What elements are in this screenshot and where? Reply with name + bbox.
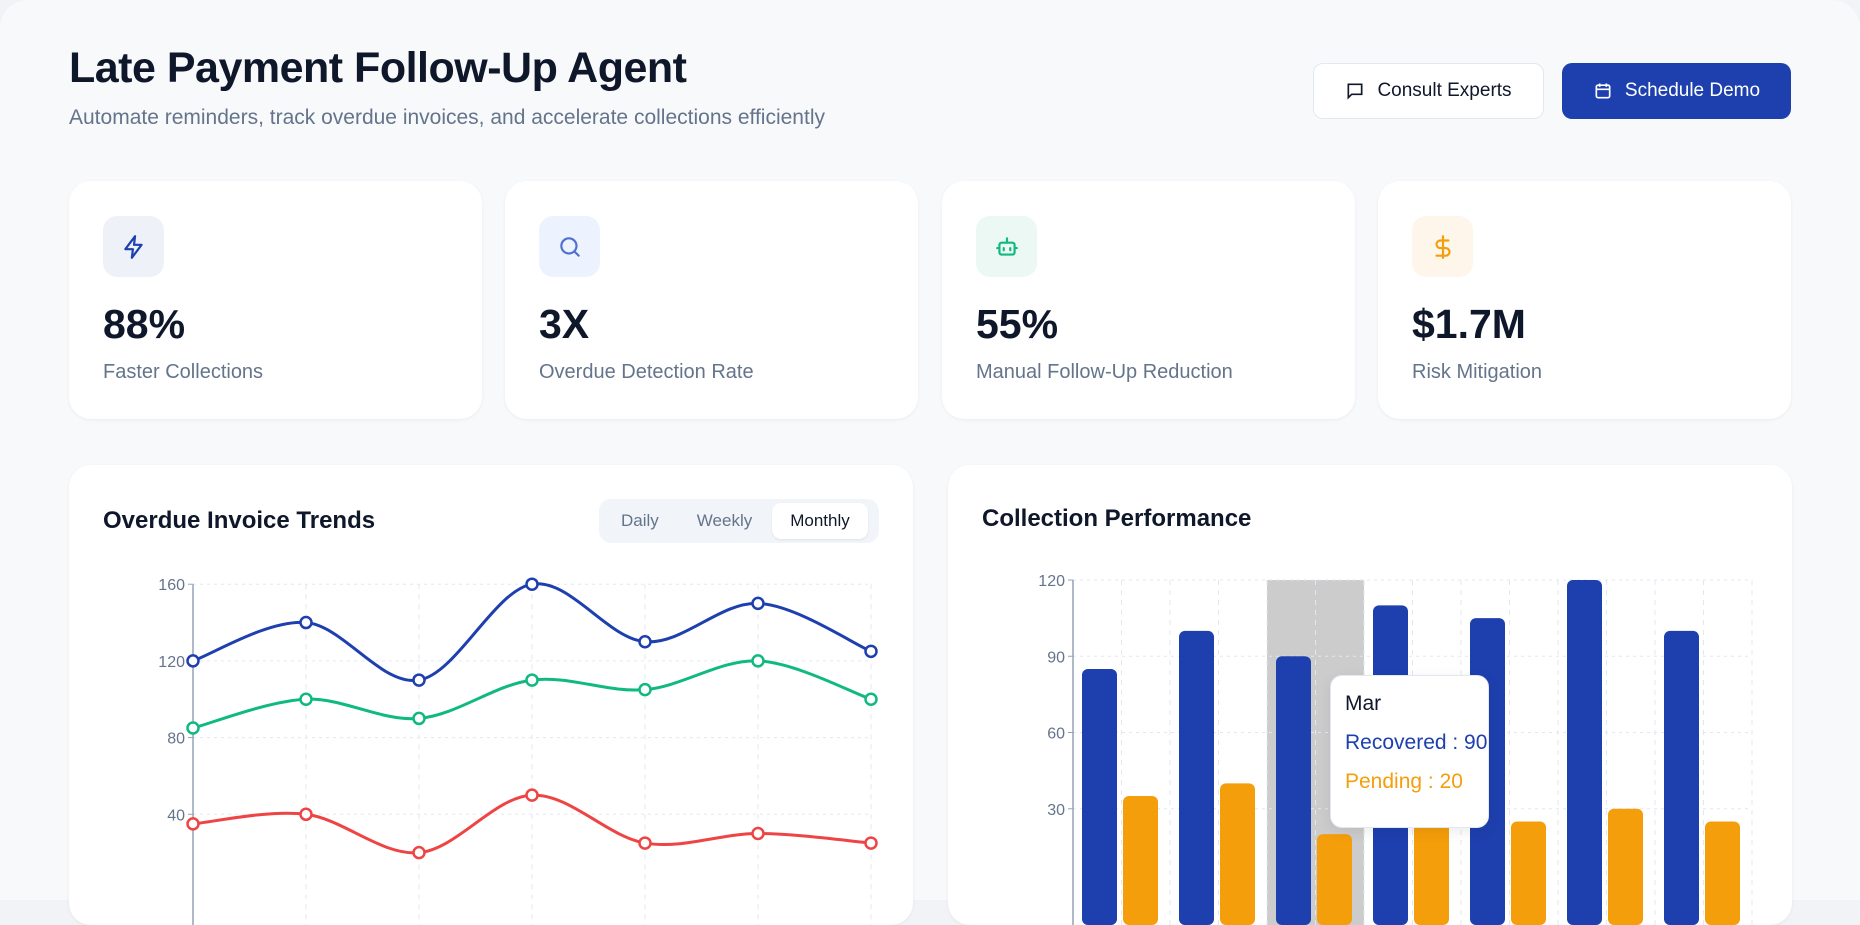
data-point [186, 817, 200, 831]
bar-pending [1608, 808, 1643, 925]
trends-title: Overdue Invoice Trends [103, 507, 376, 534]
performance-title: Collection Performance [982, 505, 1252, 532]
data-point [864, 836, 878, 850]
y-tick-label: 120 [158, 654, 185, 671]
data-point [525, 673, 539, 687]
trends-line-chart: 40 80 120 160 [158, 577, 878, 925]
chart-tooltip: Mar Recovered : 90 Pending : 20 [1330, 675, 1489, 828]
bar-recovered [1567, 580, 1602, 925]
tab-weekly[interactable]: Weekly [696, 511, 753, 530]
stat-icon-box [103, 216, 164, 277]
tooltip-pending: Pending : 20 [1345, 770, 1463, 793]
consult-label: Consult Experts [1377, 80, 1512, 101]
data-point [412, 845, 426, 860]
y-tick-label: 40 [167, 807, 185, 824]
stat-card: $1.7M Risk Mitigation [1378, 181, 1791, 419]
bar-recovered [1664, 630, 1699, 925]
y-tick-label: 120 [1038, 573, 1065, 590]
bar-pending [1511, 821, 1546, 925]
bar-recovered [1082, 668, 1117, 925]
stat-card: 3X Overdue Detection Rate [505, 181, 918, 419]
calendar-icon [1595, 83, 1611, 99]
robot-icon [995, 236, 1018, 256]
data-point [864, 692, 878, 706]
tab-monthly[interactable]: Monthly [772, 503, 868, 539]
data-point [638, 634, 652, 649]
stat-card: 55% Manual Follow-Up Reduction [942, 181, 1355, 419]
search-icon [559, 236, 580, 257]
stat-label: Faster Collections [103, 361, 264, 383]
stat-value: 88% [103, 301, 186, 347]
bar-pending [1705, 821, 1740, 925]
stat-value: $1.7M [1412, 301, 1526, 347]
data-point [299, 615, 313, 630]
bar-recovered [1179, 630, 1214, 925]
stat-label: Risk Mitigation [1412, 361, 1543, 383]
dollar-icon [1434, 234, 1451, 259]
trends-card: Overdue Invoice Trends Daily Weekly Mont… [69, 465, 913, 925]
data-point [751, 826, 765, 841]
data-point [186, 721, 200, 735]
data-point [299, 807, 313, 822]
data-point [638, 682, 652, 697]
bar-pending [1220, 783, 1255, 925]
stat-label: Overdue Detection Rate [539, 361, 754, 383]
stat-label: Manual Follow-Up Reduction [976, 361, 1233, 383]
data-point [525, 788, 539, 802]
bar-recovered [1276, 656, 1311, 925]
stat-value: 55% [976, 301, 1059, 347]
bar-pending [1123, 796, 1158, 925]
bar-pending [1414, 821, 1449, 925]
y-tick-label: 80 [167, 731, 185, 748]
series-line [192, 793, 872, 855]
tooltip-recovered: Recovered : 90 [1345, 731, 1488, 754]
data-point [751, 596, 765, 611]
data-point [525, 577, 539, 591]
message-icon [1347, 83, 1363, 100]
consult-experts-button[interactable]: Consult Experts [1313, 63, 1544, 119]
tab-daily[interactable]: Daily [621, 511, 659, 530]
y-tick-label: 30 [1047, 802, 1065, 819]
data-point [186, 654, 200, 668]
y-tick-label: 160 [158, 577, 185, 594]
data-point [751, 654, 765, 668]
y-tick-label: 90 [1047, 649, 1065, 666]
tooltip-label: Mar [1345, 692, 1382, 715]
stat-icon-box [976, 216, 1037, 277]
data-point [299, 692, 313, 706]
data-point [864, 644, 878, 659]
page-title: Late Payment Follow-Up Agent [69, 44, 687, 92]
data-point [412, 711, 426, 726]
stat-card: 88% Faster Collections [69, 181, 482, 419]
schedule-demo-button[interactable]: Schedule Demo [1562, 63, 1791, 119]
page-subtitle: Automate reminders, track overdue invoic… [69, 106, 825, 129]
performance-card: Collection Performance 30 60 90 120 Mar Rec… [948, 465, 1792, 925]
stat-icon-box [1412, 216, 1473, 277]
data-point [412, 673, 426, 687]
stat-icon-box [539, 216, 600, 277]
bar-pending [1317, 834, 1352, 925]
y-tick-label: 60 [1047, 726, 1065, 743]
period-tabs: Daily Weekly Monthly [599, 499, 879, 543]
stat-value: 3X [539, 301, 590, 347]
page: Late Payment Follow-Up Agent Automate re… [69, 44, 1792, 925]
data-point [638, 836, 652, 850]
lightning-icon [123, 234, 143, 259]
demo-label: Schedule Demo [1624, 80, 1761, 101]
